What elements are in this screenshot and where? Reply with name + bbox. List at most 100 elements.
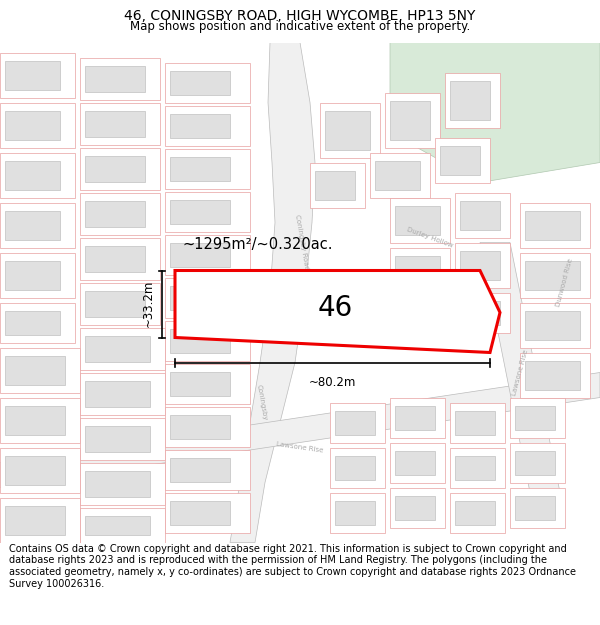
Text: ~33.2m: ~33.2m: [142, 280, 155, 328]
Polygon shape: [80, 328, 165, 369]
Polygon shape: [80, 192, 160, 234]
Bar: [325, 111, 370, 149]
Polygon shape: [165, 191, 250, 231]
Polygon shape: [310, 162, 365, 208]
Polygon shape: [0, 448, 80, 493]
Bar: [170, 371, 230, 396]
Polygon shape: [390, 298, 450, 338]
Text: Map shows position and indicative extent of the property.: Map shows position and indicative extent…: [130, 20, 470, 33]
Bar: [170, 329, 230, 352]
Bar: [460, 201, 500, 229]
Bar: [395, 206, 440, 234]
Bar: [85, 471, 150, 496]
Bar: [515, 406, 555, 429]
Bar: [460, 301, 500, 324]
Bar: [455, 501, 495, 524]
Polygon shape: [330, 402, 385, 442]
Polygon shape: [80, 462, 165, 504]
Polygon shape: [80, 148, 160, 189]
Polygon shape: [390, 488, 445, 528]
Polygon shape: [390, 442, 445, 483]
Polygon shape: [435, 138, 490, 182]
Text: Dunwood Rise: Dunwood Rise: [556, 258, 574, 308]
Bar: [395, 256, 440, 284]
Bar: [5, 211, 60, 239]
Bar: [85, 426, 150, 451]
Text: ~80.2m: ~80.2m: [309, 376, 356, 389]
Bar: [335, 456, 375, 479]
Polygon shape: [165, 321, 250, 361]
Bar: [5, 506, 65, 534]
Polygon shape: [80, 508, 165, 542]
Polygon shape: [455, 192, 510, 238]
Polygon shape: [0, 398, 80, 442]
Text: ~1295m²/~0.320ac.: ~1295m²/~0.320ac.: [182, 238, 332, 252]
Text: Durley Hollow: Durley Hollow: [406, 226, 454, 249]
Polygon shape: [455, 292, 510, 332]
Bar: [85, 336, 150, 361]
Polygon shape: [330, 448, 385, 488]
Bar: [515, 451, 555, 474]
Polygon shape: [165, 449, 250, 489]
Polygon shape: [0, 302, 75, 343]
Bar: [395, 496, 435, 519]
Bar: [525, 311, 580, 339]
Polygon shape: [450, 402, 505, 442]
Polygon shape: [520, 352, 590, 398]
Bar: [395, 406, 435, 429]
Polygon shape: [510, 398, 565, 437]
Bar: [170, 199, 230, 224]
Bar: [85, 291, 145, 316]
Polygon shape: [165, 62, 250, 102]
Polygon shape: [80, 238, 160, 279]
Polygon shape: [520, 202, 590, 248]
Polygon shape: [390, 398, 445, 437]
Bar: [170, 156, 230, 181]
Polygon shape: [480, 242, 560, 492]
Bar: [5, 456, 65, 484]
Text: Lawsone Rise: Lawsone Rise: [276, 441, 324, 454]
Polygon shape: [0, 348, 80, 392]
Polygon shape: [165, 406, 250, 446]
Bar: [525, 211, 580, 239]
Bar: [315, 171, 355, 199]
Bar: [455, 411, 495, 434]
Polygon shape: [165, 149, 250, 189]
Bar: [5, 311, 60, 334]
Bar: [85, 156, 145, 181]
Bar: [450, 81, 490, 119]
Bar: [390, 101, 430, 139]
Polygon shape: [520, 302, 590, 348]
Bar: [170, 242, 230, 266]
Polygon shape: [390, 198, 450, 242]
Bar: [5, 261, 60, 289]
Bar: [5, 356, 65, 384]
Bar: [170, 286, 230, 309]
Bar: [395, 451, 435, 474]
Bar: [5, 406, 65, 434]
Polygon shape: [520, 253, 590, 298]
Text: Lawsone Rise: Lawsone Rise: [511, 349, 529, 396]
Text: 46: 46: [317, 294, 353, 321]
Bar: [170, 414, 230, 439]
Polygon shape: [370, 152, 430, 198]
Bar: [395, 306, 440, 329]
Bar: [170, 114, 230, 138]
Polygon shape: [165, 234, 250, 274]
Polygon shape: [175, 271, 500, 352]
Polygon shape: [80, 418, 165, 459]
Bar: [5, 61, 60, 89]
Polygon shape: [80, 102, 160, 144]
Polygon shape: [165, 106, 250, 146]
Polygon shape: [165, 278, 250, 318]
Bar: [515, 496, 555, 519]
Bar: [85, 111, 145, 136]
Polygon shape: [390, 248, 450, 292]
Polygon shape: [510, 488, 565, 528]
Polygon shape: [0, 253, 75, 298]
Bar: [85, 516, 150, 534]
Bar: [85, 381, 150, 406]
Polygon shape: [0, 52, 75, 98]
Polygon shape: [0, 102, 75, 148]
Polygon shape: [230, 42, 315, 542]
